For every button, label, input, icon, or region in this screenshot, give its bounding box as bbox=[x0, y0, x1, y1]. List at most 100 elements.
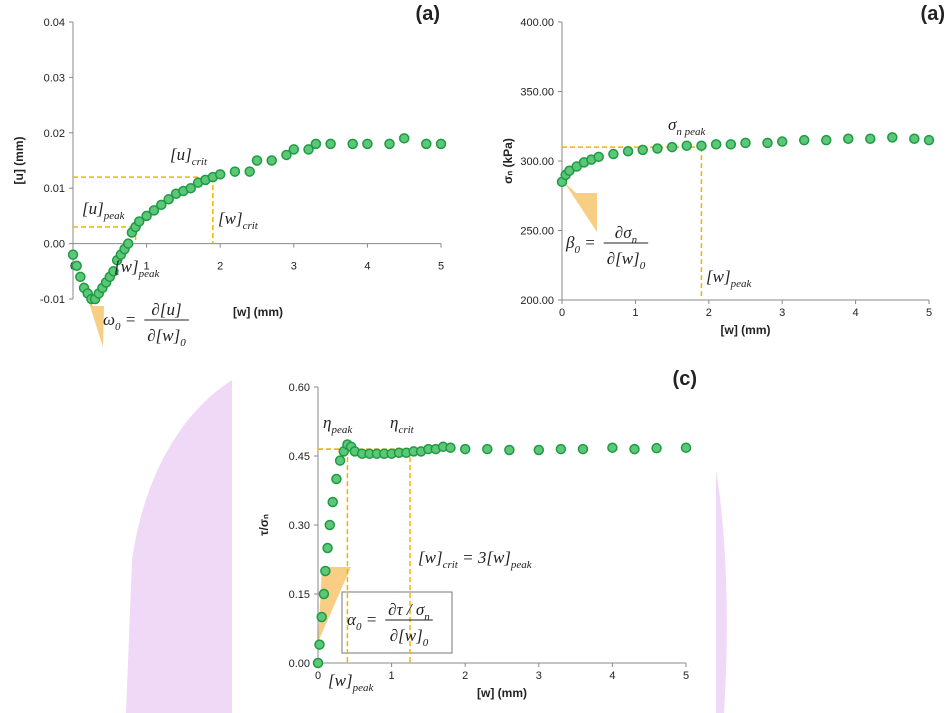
annotation-text: [u] bbox=[170, 145, 192, 164]
annotation-subscript: peak bbox=[730, 278, 753, 290]
x-tick-label: 3 bbox=[536, 670, 542, 682]
annotation-text: [w] bbox=[706, 267, 731, 286]
x-tick-label: 2 bbox=[462, 670, 468, 682]
annotation: ∂σn bbox=[615, 223, 638, 246]
data-point bbox=[318, 588, 330, 600]
annotation-text: = bbox=[121, 310, 137, 329]
annotation-text: η bbox=[390, 413, 398, 432]
annotation-subscript: 0 bbox=[180, 337, 186, 349]
y-axis-title: σₙ (kPa) bbox=[501, 138, 515, 184]
annotation-subscript: peak bbox=[330, 424, 353, 436]
annotation-text: ∂[w] bbox=[390, 626, 423, 645]
data-point bbox=[251, 155, 263, 166]
data-point bbox=[320, 565, 331, 577]
data-point bbox=[108, 266, 119, 277]
y-tick-label: 0.30 bbox=[289, 520, 310, 532]
annotation-subscript: 0 bbox=[356, 621, 362, 633]
data-point bbox=[331, 473, 342, 485]
data-point bbox=[762, 137, 773, 149]
annotation: ηcrit bbox=[390, 413, 415, 436]
data-point bbox=[303, 144, 314, 155]
data-point bbox=[156, 199, 167, 211]
data-point bbox=[533, 444, 545, 456]
annotation: ∂[w]0 bbox=[147, 326, 186, 349]
data-point bbox=[923, 134, 935, 146]
data-point bbox=[75, 271, 86, 283]
annotation: α0 = bbox=[347, 610, 377, 633]
data-point bbox=[608, 148, 619, 160]
annotation-subscript: n peak bbox=[676, 126, 706, 138]
data-point bbox=[680, 442, 692, 453]
annotation-text: ∂τ / σ bbox=[388, 600, 425, 619]
y-tick-label: 0.04 bbox=[44, 17, 65, 29]
data-point bbox=[459, 443, 471, 455]
data-point bbox=[482, 443, 493, 455]
annotation: ω0 = bbox=[103, 310, 136, 333]
y-axis-title: [u] (mm) bbox=[12, 137, 26, 185]
annotation-subscript: n bbox=[424, 611, 430, 623]
annotation-text: [w] bbox=[328, 671, 353, 690]
data-point bbox=[229, 166, 241, 177]
data-point bbox=[651, 442, 662, 454]
x-tick-label: 5 bbox=[683, 670, 689, 682]
data-point bbox=[629, 443, 640, 455]
annotation-subscript: 0 bbox=[423, 637, 429, 649]
y-tick-label: 350.00 bbox=[520, 87, 554, 99]
data-point bbox=[865, 133, 876, 145]
annotation-subscript: 0 bbox=[115, 321, 121, 333]
annotation-text: [w] bbox=[218, 209, 243, 228]
x-tick-label: 2 bbox=[706, 307, 712, 319]
annotation: ∂[w]0 bbox=[607, 249, 646, 272]
formula-box bbox=[341, 591, 453, 654]
annotation-text: = bbox=[361, 610, 377, 629]
data-point bbox=[71, 260, 82, 272]
annotation-text: ω bbox=[103, 310, 115, 329]
data-point bbox=[334, 455, 346, 466]
x-tick-label: 1 bbox=[144, 261, 150, 273]
annotation-text: ∂σ bbox=[615, 223, 632, 242]
data-point bbox=[148, 205, 160, 216]
annotation: [u]peak bbox=[82, 199, 126, 222]
annotation: [w]crit = 3[w]peak bbox=[418, 548, 533, 571]
annotation-text: [u] bbox=[82, 199, 104, 218]
y-tick-label: 0.45 bbox=[289, 451, 310, 463]
annotation-subscript: peak bbox=[103, 210, 126, 222]
data-point bbox=[362, 138, 373, 150]
x-tick-label: 5 bbox=[438, 261, 444, 273]
y-tick-label: 0.60 bbox=[289, 382, 310, 394]
data-point bbox=[696, 140, 707, 151]
annotation: ∂[w]0 bbox=[390, 626, 429, 649]
annotation-subscript: crit bbox=[398, 424, 414, 436]
x-tick-label: 3 bbox=[291, 261, 297, 273]
annotation-text: [w] bbox=[114, 257, 139, 276]
data-point bbox=[324, 519, 336, 531]
data-point bbox=[214, 169, 226, 180]
data-point bbox=[681, 140, 693, 151]
x-tick-label: 4 bbox=[364, 261, 370, 273]
data-point bbox=[710, 139, 722, 150]
data-point bbox=[909, 133, 920, 145]
x-tick-label: 0 bbox=[559, 307, 565, 319]
data-point bbox=[266, 155, 277, 166]
annotation-subscript: peak bbox=[352, 682, 375, 694]
data-point bbox=[577, 443, 589, 455]
data-point bbox=[637, 144, 648, 156]
data-point bbox=[593, 151, 604, 163]
data-point bbox=[322, 542, 333, 554]
top-area bbox=[0, 0, 947, 372]
annotation: [w]peak bbox=[706, 267, 752, 290]
y-tick-label: -0.01 bbox=[40, 294, 65, 306]
annotation-subscript: n bbox=[632, 234, 638, 246]
y-axis-title: τ/σₙ bbox=[257, 514, 271, 536]
data-point bbox=[666, 141, 678, 153]
y-tick-label: 0.00 bbox=[289, 658, 310, 670]
y-tick-label: 0.00 bbox=[44, 239, 65, 251]
annotation-text: β bbox=[565, 233, 575, 252]
panel-title: (a) bbox=[416, 3, 440, 25]
annotation: [w]peak bbox=[328, 671, 374, 694]
x-tick-label: 4 bbox=[853, 307, 859, 319]
annotation: σn peak bbox=[668, 115, 707, 138]
panel-background bbox=[232, 370, 716, 713]
y-tick-label: 400.00 bbox=[520, 17, 554, 29]
